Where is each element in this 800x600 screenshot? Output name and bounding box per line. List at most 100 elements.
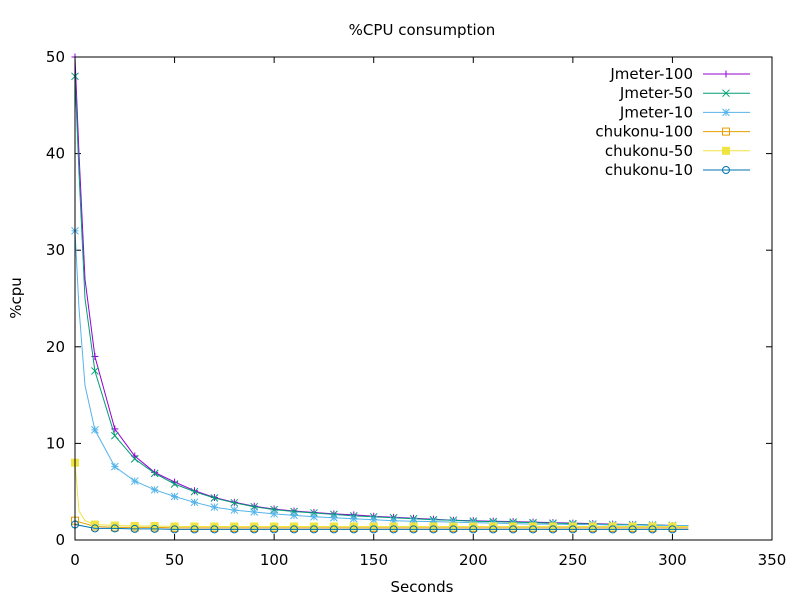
data-point — [310, 509, 318, 517]
y-tick-label: 20 — [46, 338, 65, 356]
data-point — [110, 462, 119, 471]
data-point — [449, 525, 458, 534]
legend-marker — [722, 127, 730, 136]
data-point — [529, 525, 538, 534]
data-point — [310, 512, 318, 521]
legend-marker — [722, 89, 730, 98]
x-axis-label: Seconds — [390, 578, 453, 596]
data-point — [230, 525, 239, 534]
data-point — [608, 522, 617, 531]
data-point — [110, 521, 119, 530]
data-point — [389, 522, 398, 531]
data-point — [170, 522, 179, 531]
data-point — [130, 477, 139, 485]
data-point — [409, 522, 418, 531]
data-point — [329, 522, 338, 531]
x-tick-label: 250 — [559, 551, 588, 569]
data-point — [548, 525, 557, 534]
data-point — [568, 525, 577, 534]
data-point — [270, 510, 278, 518]
y-tick-label: 30 — [46, 241, 65, 259]
series-chukonu-50 — [71, 458, 689, 531]
data-point — [130, 524, 139, 533]
data-point — [568, 522, 577, 531]
data-point — [250, 522, 259, 531]
data-point — [190, 525, 199, 534]
data-point — [469, 525, 478, 534]
legend-label: chukonu-100 — [595, 123, 693, 141]
data-point — [369, 515, 378, 524]
data-point — [190, 487, 199, 496]
data-point — [150, 521, 159, 530]
data-point — [170, 525, 179, 534]
x-tick-label: 150 — [359, 551, 388, 569]
data-point — [668, 525, 677, 534]
data-point — [529, 522, 538, 531]
x-tick-label: 300 — [658, 551, 687, 569]
data-point — [489, 525, 498, 534]
data-point — [449, 522, 458, 531]
data-point — [309, 525, 318, 534]
data-point — [429, 525, 438, 534]
legend-label: Jmeter-10 — [619, 103, 693, 121]
legend: Jmeter-100Jmeter-50Jmeter-10chukonu-100c… — [595, 65, 750, 179]
series-jmeter-10 — [71, 227, 689, 530]
data-point — [290, 525, 299, 534]
data-point — [130, 455, 139, 463]
series-line — [74, 462, 689, 527]
legend-marker — [722, 108, 730, 117]
legend-marker — [722, 70, 730, 78]
data-point — [130, 521, 139, 530]
data-point — [509, 522, 518, 531]
data-point — [110, 431, 119, 440]
data-point — [548, 522, 557, 531]
data-point — [509, 525, 518, 534]
series-jmeter-50 — [71, 72, 689, 530]
data-point — [151, 468, 159, 476]
data-point — [648, 525, 657, 534]
chart-title: %CPU consumption — [349, 21, 496, 39]
data-point — [628, 525, 637, 534]
data-point — [369, 522, 378, 531]
series-line — [74, 76, 689, 526]
data-point — [469, 522, 478, 531]
data-point — [150, 485, 159, 494]
data-point — [270, 525, 279, 534]
data-point — [628, 522, 637, 531]
data-point — [330, 513, 338, 522]
data-point — [150, 469, 159, 478]
data-point — [608, 525, 617, 534]
data-point — [349, 514, 358, 523]
data-point — [210, 503, 219, 512]
data-point — [290, 507, 298, 516]
data-point — [170, 492, 179, 501]
data-point — [250, 525, 259, 534]
data-point — [190, 498, 199, 507]
data-point — [648, 522, 657, 531]
legend-label: Jmeter-50 — [619, 84, 693, 102]
data-point — [588, 525, 597, 534]
axis-ticks: 0 50 100 150 200 250 300 350 0 10 20 30 40 50 — [46, 48, 786, 569]
data-point — [230, 498, 239, 507]
data-point — [349, 525, 358, 534]
data-point — [429, 522, 438, 531]
data-point — [329, 525, 338, 534]
data-point — [270, 522, 279, 531]
data-point — [250, 508, 259, 516]
data-point — [110, 524, 119, 533]
data-point — [90, 524, 99, 533]
data-point — [389, 525, 398, 534]
legend-label: chukonu-10 — [605, 161, 693, 179]
x-tick-label: 50 — [165, 551, 184, 569]
data-point — [210, 525, 219, 534]
data-point — [349, 522, 358, 531]
data-point — [588, 522, 597, 531]
legend-label: chukonu-50 — [605, 142, 693, 160]
data-point — [668, 522, 677, 531]
data-point — [91, 426, 99, 434]
series-layer — [71, 53, 689, 534]
data-point — [170, 480, 179, 488]
data-point — [91, 367, 99, 375]
data-point — [210, 494, 219, 502]
